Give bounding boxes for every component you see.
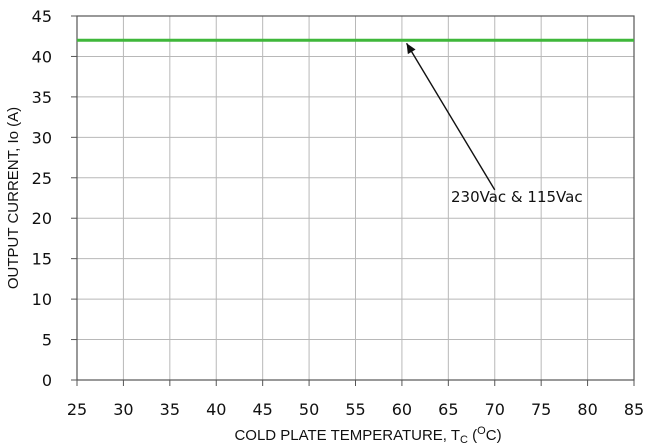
x-tick-label: 75	[531, 400, 551, 419]
y-tick-label: 15	[32, 250, 52, 269]
x-axis: 25 30 35 40 45 50 55 60 65 70 75 80 85	[67, 380, 644, 419]
y-tick-label: 45	[32, 7, 52, 26]
y-tick-label: 10	[32, 290, 52, 309]
y-tick-label: 25	[32, 169, 52, 188]
annotation-group: 230Vac & 115Vac	[405, 42, 583, 206]
x-tick-label: 35	[160, 400, 180, 419]
x-tick-label: 30	[113, 400, 133, 419]
y-tick-label: 30	[32, 128, 52, 147]
y-tick-label: 5	[42, 331, 52, 350]
x-tick-label: 70	[485, 400, 505, 419]
y-tick-label: 40	[32, 47, 52, 66]
x-tick-label: 65	[438, 400, 458, 419]
y-tick-label: 20	[32, 209, 52, 228]
annotation-arrow-line	[405, 42, 496, 191]
x-tick-label: 85	[624, 400, 644, 419]
x-tick-label: 50	[299, 400, 319, 419]
x-tick-label: 25	[67, 400, 87, 419]
y-axis: 0 5 10 15 20 25 30 35 40 45	[32, 7, 77, 390]
x-tick-label: 55	[345, 400, 365, 419]
annotation-label: 230Vac & 115Vac	[451, 188, 583, 206]
x-tick-label: 45	[252, 400, 272, 419]
x-tick-label: 80	[577, 400, 597, 419]
y-tick-label: 35	[32, 88, 52, 107]
y-axis-title: OUTPUT CURRENT, Io (A)	[5, 107, 22, 289]
x-axis-title: COLD PLATE TEMPERATURE, TC (OC)	[234, 425, 501, 446]
x-tick-label: 60	[392, 400, 412, 419]
annotation-arrow-head	[406, 43, 416, 55]
x-tick-label: 40	[206, 400, 226, 419]
y-tick-label: 0	[42, 371, 52, 390]
